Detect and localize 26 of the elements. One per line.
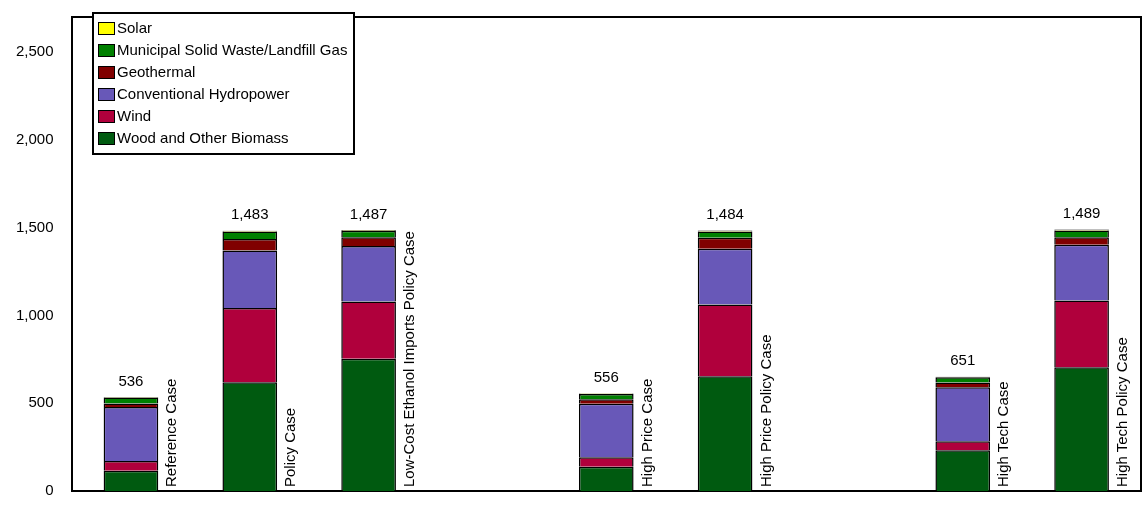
legend-label: Conventional Hydropower <box>117 84 290 104</box>
legend-label: Solar <box>117 18 153 38</box>
legend-label: Wood and Other Biomass <box>117 128 289 148</box>
total-label: 651 <box>950 351 976 369</box>
legend-label: Wind <box>117 106 152 126</box>
x-tick-label: High Tech Policy Case <box>1113 337 1131 487</box>
x-tick-label: Low-Cost Ethanol Imports Policy Case <box>400 231 418 487</box>
y-tick-label: 2,500 <box>15 42 54 60</box>
x-tick-label: High Price Case <box>637 378 655 487</box>
x-tick-label: Reference Case <box>162 378 180 487</box>
y-tick-label: 1,500 <box>15 217 54 235</box>
total-label: 1,489 <box>1062 204 1101 222</box>
x-tick-label: High Tech Case <box>994 381 1012 487</box>
total-label: 1,483 <box>231 205 269 223</box>
total-label: 1,487 <box>349 204 388 222</box>
legend-label: Geothermal <box>117 62 196 82</box>
legend-label: Municipal Solid Waste/Landfill Gas <box>117 40 348 60</box>
total-label: 556 <box>593 368 619 386</box>
x-tick-label: High Price Policy Case <box>756 334 774 487</box>
y-tick-label: 1,000 <box>15 305 54 323</box>
y-tick-label: 2,000 <box>15 130 54 148</box>
y-tick-label: 500 <box>28 393 54 411</box>
y-tick-label: 0 <box>45 481 54 499</box>
total-label: 536 <box>118 371 144 389</box>
x-tick-label: Policy Case <box>281 407 299 487</box>
total-label: 1,484 <box>706 205 744 223</box>
